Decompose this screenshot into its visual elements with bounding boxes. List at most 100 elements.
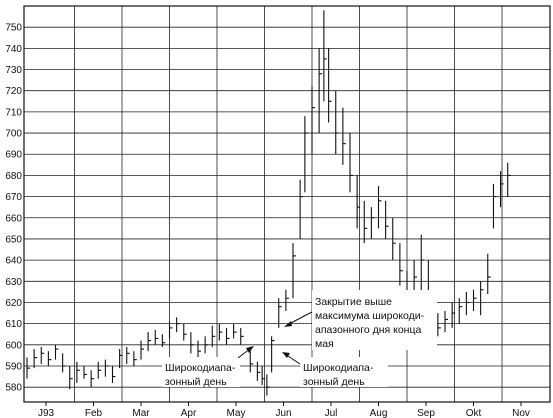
y-tick-label: 600 <box>5 340 22 351</box>
y-tick-label: 610 <box>5 319 22 330</box>
price-bar <box>451 302 456 328</box>
price-bar <box>328 48 332 123</box>
y-axis-ticks: 580 590 600 610 620 630 640 650 660 670 680 690 700 7… <box>5 23 22 394</box>
x-tick-label: Okt <box>466 408 482 418</box>
price-bar <box>349 133 353 193</box>
price-bar <box>168 321 173 339</box>
annotation-arrowhead <box>284 321 292 327</box>
y-tick-label: 730 <box>5 65 22 76</box>
annotation-wide-range-day-right: Широкодиапа- зонный день <box>282 352 388 388</box>
price-bar <box>492 183 497 229</box>
price-bar <box>218 323 223 341</box>
x-tick-label: Apr <box>181 408 197 418</box>
price-bar <box>47 351 52 366</box>
price-bar <box>292 243 296 299</box>
price-bar <box>40 346 45 364</box>
price-bar <box>444 310 448 333</box>
price-bar <box>126 346 130 364</box>
annotation-wide-range-day-left: Широкодиапа- зонный день <box>162 346 254 388</box>
price-bar <box>363 200 368 244</box>
price-bar <box>197 340 201 360</box>
price-bar <box>249 349 254 373</box>
price-bar <box>225 327 230 345</box>
price-bar <box>256 361 261 381</box>
x-tick-label: Feb <box>85 408 103 418</box>
y-tick-label: 710 <box>5 107 22 118</box>
price-bar <box>233 323 237 339</box>
y-tick-label: 720 <box>5 86 22 97</box>
annotation-line-2: зонный день <box>303 376 365 388</box>
annotation-close-above-high: Закрытие выше максимума широкоди- апазон… <box>284 290 437 350</box>
y-tick-label: 700 <box>5 129 22 140</box>
x-tick-label: May <box>227 408 246 418</box>
y-tick-label: 650 <box>5 234 22 245</box>
annotation-line-2: зонный день <box>165 376 227 388</box>
y-tick-label: 590 <box>5 362 22 373</box>
x-tick-label: Mar <box>132 408 150 418</box>
price-bar <box>480 281 484 316</box>
price-bar <box>507 162 511 197</box>
y-tick-label: 680 <box>5 171 22 182</box>
price-bar <box>204 336 209 354</box>
price-bar <box>278 298 282 328</box>
annotation-line-1: Широкодиапа- <box>165 362 236 374</box>
price-bar <box>472 289 477 311</box>
x-tick-label: Nov <box>512 408 530 418</box>
price-bar <box>437 313 441 337</box>
price-bar <box>342 107 346 165</box>
annotation-line-1: Закрытие выше <box>315 296 392 308</box>
grid-lines <box>24 6 550 402</box>
price-bar <box>458 298 463 324</box>
price-bar <box>285 289 289 311</box>
price-bar <box>311 86 315 155</box>
price-bar <box>487 253 491 294</box>
x-tick-label: Jun <box>275 408 291 418</box>
y-tick-label: 660 <box>5 213 22 224</box>
price-bar <box>318 48 323 134</box>
y-tick-label: 750 <box>5 23 22 34</box>
price-bar <box>176 317 180 333</box>
price-bar <box>190 332 194 354</box>
price-bar <box>111 366 116 383</box>
price-bar <box>377 186 382 229</box>
price-bar <box>183 323 187 341</box>
price-bar <box>104 359 109 377</box>
x-tick-label: Aug <box>370 408 388 418</box>
price-bar <box>33 349 38 369</box>
price-bar <box>271 336 275 373</box>
y-tick-label: 690 <box>5 150 22 161</box>
price-bar <box>140 340 144 360</box>
price-bar <box>62 353 66 373</box>
price-bar <box>147 332 152 352</box>
price-bar <box>119 349 123 369</box>
annotation-line-4: мая <box>315 338 334 350</box>
y-tick-label: 640 <box>5 256 22 267</box>
price-bar <box>133 351 137 366</box>
price-bar <box>299 179 304 239</box>
price-bar <box>90 370 95 388</box>
annotation-arrowhead <box>282 352 290 358</box>
price-bar <box>420 234 425 292</box>
y-tick-label: 670 <box>5 192 22 203</box>
price-bar <box>154 330 159 345</box>
price-bar <box>323 10 327 102</box>
x-axis-ticks: J93 Feb Mar Apr May Jun Jul Aug Sep Okt Nov <box>38 402 530 418</box>
annotation-line-3: апазонного дня конца <box>315 324 421 336</box>
price-bar <box>370 207 375 239</box>
price-bar <box>240 327 244 345</box>
plot-frame <box>23 5 551 403</box>
price-bar <box>97 361 102 379</box>
y-tick-label: 580 <box>5 383 22 394</box>
annotation-line-1: Широкодиапа- <box>303 362 374 374</box>
x-tick-label: J93 <box>38 408 55 418</box>
price-bars <box>26 10 511 396</box>
price-bar <box>266 374 270 396</box>
price-bar <box>465 291 470 316</box>
price-bar <box>161 334 166 347</box>
price-bar <box>399 243 403 286</box>
x-tick-label: Sep <box>417 408 435 418</box>
price-bar <box>26 357 30 379</box>
price-bar <box>69 366 73 390</box>
y-tick-label: 630 <box>5 277 22 288</box>
